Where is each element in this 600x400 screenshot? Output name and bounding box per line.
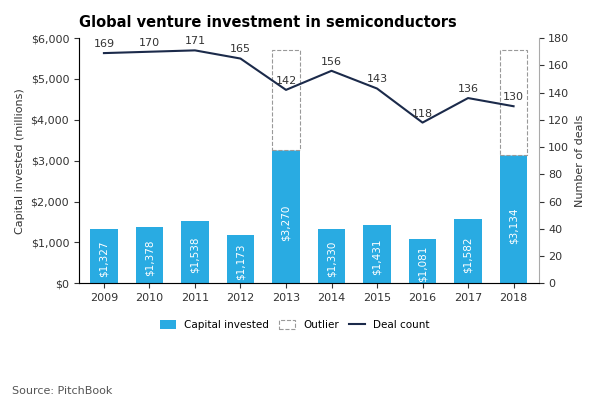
Legend: Capital invested, Outlier, Deal count: Capital invested, Outlier, Deal count — [156, 316, 434, 334]
Bar — [409, 239, 436, 283]
Text: $3,270: $3,270 — [281, 205, 291, 242]
Bar — [227, 236, 254, 283]
Bar — [454, 219, 482, 283]
Text: $1,378: $1,378 — [145, 240, 154, 276]
Bar — [364, 225, 391, 283]
Text: $1,582: $1,582 — [463, 236, 473, 272]
Text: $1,538: $1,538 — [190, 237, 200, 273]
Text: 171: 171 — [184, 36, 206, 46]
Text: $1,327: $1,327 — [99, 241, 109, 277]
Bar — [500, 50, 527, 155]
Text: $1,081: $1,081 — [418, 245, 428, 282]
Text: 118: 118 — [412, 108, 433, 118]
Text: $3,134: $3,134 — [509, 208, 518, 244]
Text: 142: 142 — [275, 76, 296, 86]
Bar — [136, 227, 163, 283]
Bar — [181, 220, 209, 283]
Text: Global venture investment in semiconductors: Global venture investment in semiconduct… — [79, 15, 457, 30]
Y-axis label: Number of deals: Number of deals — [575, 114, 585, 207]
Bar — [500, 155, 527, 283]
Bar — [318, 229, 345, 283]
Text: 169: 169 — [94, 39, 115, 49]
Y-axis label: Capital invested (millions): Capital invested (millions) — [15, 88, 25, 234]
Text: $1,173: $1,173 — [235, 244, 245, 280]
Text: 170: 170 — [139, 38, 160, 48]
Text: Source: PitchBook: Source: PitchBook — [12, 386, 112, 396]
Bar — [90, 229, 118, 283]
Text: 136: 136 — [458, 84, 479, 94]
Text: 165: 165 — [230, 44, 251, 54]
Bar — [272, 150, 299, 283]
Text: $1,330: $1,330 — [326, 241, 337, 277]
Bar — [272, 50, 299, 150]
Text: 130: 130 — [503, 92, 524, 102]
Text: 143: 143 — [367, 74, 388, 84]
Text: 156: 156 — [321, 57, 342, 67]
Text: $1,431: $1,431 — [372, 239, 382, 275]
